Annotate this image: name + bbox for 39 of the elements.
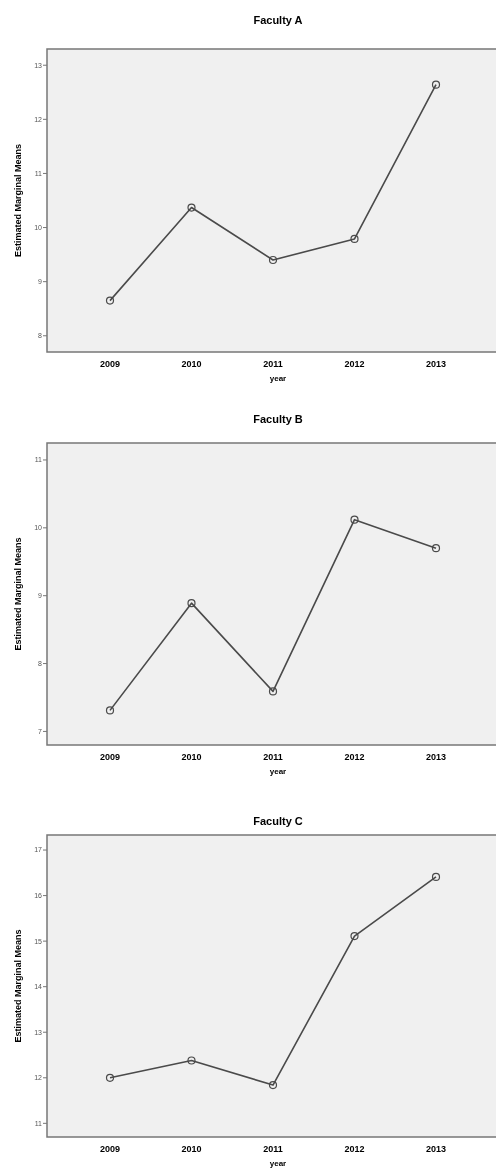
x-tick-label: 2012 <box>344 359 365 369</box>
x-tick-label: 2009 <box>99 359 121 369</box>
point <box>350 932 359 941</box>
x-tick-label: 2013 <box>425 1144 447 1154</box>
x-tick-label: 2013 <box>425 359 447 369</box>
point <box>105 1073 115 1082</box>
point <box>268 1080 278 1090</box>
point <box>105 296 115 305</box>
x-tick-label: 2013 <box>425 752 447 762</box>
x-tick-label: 2011 <box>263 359 283 369</box>
point <box>187 1056 196 1065</box>
x-tick-label: 2012 <box>344 752 365 762</box>
point <box>268 687 278 696</box>
point <box>350 234 359 244</box>
x-axis-title: year <box>269 374 287 383</box>
point <box>350 515 359 524</box>
chart-title: Faculty B <box>253 413 303 425</box>
point <box>187 599 196 608</box>
x-axis-title: year <box>269 1159 287 1168</box>
x-tick-label: 2010 <box>181 359 202 369</box>
point <box>431 80 441 89</box>
point <box>268 255 278 265</box>
x-tick-label: 2009 <box>99 752 121 762</box>
x-tick-label: 2010 <box>181 1144 202 1154</box>
x-tick-label: 2011 <box>263 752 283 762</box>
y-axis-title: Estimated Marginal Means <box>13 537 23 651</box>
x-tick-label: 2011 <box>263 1144 283 1154</box>
point <box>187 203 196 212</box>
point <box>431 872 441 882</box>
point <box>431 544 441 553</box>
x-axis-title: year <box>269 767 287 776</box>
chart-title: Faculty A <box>253 14 303 26</box>
x-tick-label: 2012 <box>344 1144 365 1154</box>
chart-title: Faculty C <box>253 815 303 827</box>
point <box>105 706 115 715</box>
y-axis-title: Estimated Marginal Means <box>13 143 23 258</box>
x-tick-label: 2009 <box>99 1144 121 1154</box>
x-tick-label: 2010 <box>181 752 202 762</box>
y-axis-title: Estimated Marginal Means <box>13 929 23 1043</box>
